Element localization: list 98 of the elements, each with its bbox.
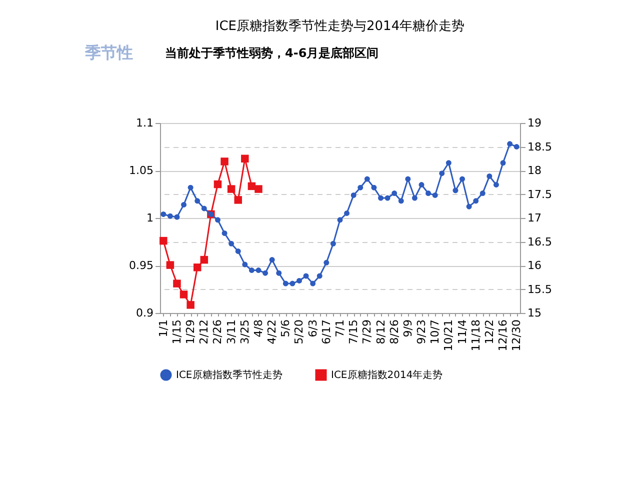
point [330,240,336,246]
x-tick-label: 11/18 [469,320,482,352]
point [371,184,377,190]
y-tick-label: 1.1 [136,116,154,130]
x-tick-label: 3/25 [238,320,252,344]
point [418,182,424,188]
legend-label: ICE原糖指数季节性走势 [176,369,282,381]
x-tick-label: 8/12 [374,320,388,344]
y2-tick-label: 16 [528,259,542,272]
x-tick-label: 6/17 [320,320,333,344]
point [344,210,350,216]
point [350,192,356,198]
chart-title: ICE原糖指数季节性走势与2014年糖价走势 [215,19,465,34]
x-tick-label: 3/11 [224,320,238,344]
point [480,190,486,196]
point [364,176,370,182]
point [316,273,322,279]
point [174,214,180,220]
x-tick-label: 1/15 [170,320,184,344]
y2-tick-label: 18.5 [528,140,552,154]
x-tick-label: 6/3 [306,320,320,338]
point [493,182,499,188]
point [439,170,445,176]
x-tick-label: 1/29 [184,320,198,344]
y-tick-label: 0.95 [129,259,154,272]
x-tick-label: 7/1 [334,320,346,338]
point [426,190,432,196]
x-tick-label: 12/30 [510,320,524,352]
point [235,248,241,254]
point [303,273,309,279]
x-tick-label: 12/16 [496,320,510,352]
point [384,195,390,201]
x-tick-label: 9/9 [401,320,414,338]
point [310,280,316,286]
point [473,198,479,204]
point [412,195,418,201]
point [507,141,513,147]
y2-tick-label: 16.5 [528,235,552,248]
point [378,195,384,201]
y2-tick-label: 15.5 [528,282,552,296]
point [405,176,411,182]
point [276,270,282,276]
point [452,188,458,194]
point [228,240,234,246]
point [188,184,194,190]
point [296,278,302,284]
point [337,217,343,223]
point [500,160,506,166]
point [269,257,275,263]
point [460,176,466,182]
point [392,190,398,196]
point [514,144,520,150]
y-tick-label: 1 [146,212,154,224]
point [324,260,330,266]
y2-tick-label: 17 [528,212,542,224]
point [194,198,200,204]
point [256,268,262,273]
x-tick-label: 5/20 [292,320,306,344]
x-tick-label: 1/1 [156,320,170,338]
x-tick-label: 9/23 [415,320,428,344]
x-tick-label: 5/6 [279,320,292,338]
y-tick-label: 0.9 [136,306,154,320]
point [432,192,438,198]
point [248,268,254,273]
point [282,280,288,286]
x-tick-label: 8/26 [388,320,401,344]
y2-tick-label: 19 [528,116,542,130]
x-tick-label: 10/21 [442,320,456,352]
point [222,230,228,236]
text: 当前处于季节性弱势，4-6月是底部区间 [165,46,379,60]
point [160,211,166,217]
point [262,270,268,276]
point [167,213,173,219]
text: 季节性 [84,43,133,62]
point [181,202,187,208]
y-tick-label: 1.05 [129,164,154,177]
x-tick-label: 2/26 [211,320,224,344]
point [214,217,220,223]
point [242,262,248,268]
y2-tick-label: 17.5 [528,188,552,201]
point [486,173,492,179]
x-tick-label: 10/7 [428,320,442,344]
x-tick-label: 4/8 [252,320,265,338]
point [398,198,404,204]
x-tick-label: 7/29 [360,320,374,344]
point [358,184,364,190]
y2-tick-label: 15 [528,306,542,320]
point [466,204,472,210]
point [201,206,207,212]
x-tick-label: 12/2 [482,320,496,344]
x-tick-label: 7/15 [347,320,360,344]
x-tick-label: 4/22 [266,320,279,344]
point [290,280,296,286]
legend-label: ICE原糖指数2014年走势 [331,369,443,381]
y2-tick-label: 18 [528,164,542,177]
point [446,160,452,166]
x-tick-label: 11/4 [456,320,469,344]
x-tick-label: 2/12 [198,320,211,344]
